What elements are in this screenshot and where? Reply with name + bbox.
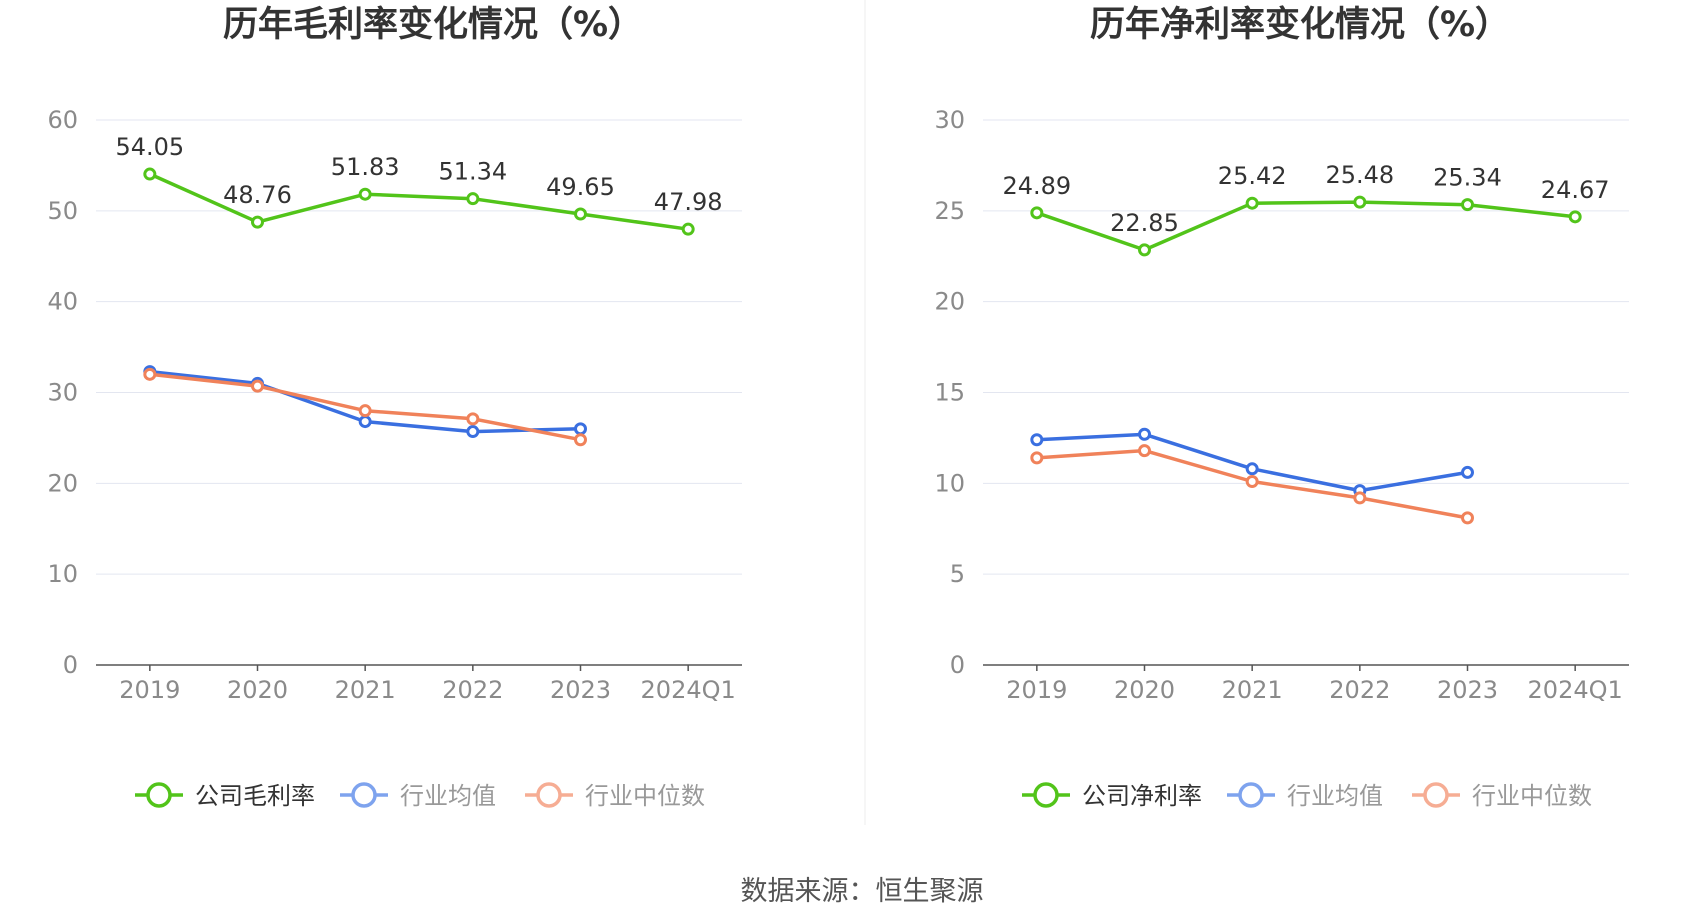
series-line <box>1036 200 1576 252</box>
data-point <box>1138 427 1151 441</box>
legend-item[interactable]: 公司净利率 <box>1022 782 1202 810</box>
data-point <box>251 215 264 229</box>
net-margin-chart: 历年净利率变化情况（%） 0 5 10 15 20 25 30 2019 2020 2021 202… <box>934 5 1629 810</box>
x-tick-label: 2024Q1 <box>641 676 736 704</box>
legend-item[interactable]: 行业中位数 <box>525 782 705 810</box>
data-label: 24.89 <box>1002 172 1071 200</box>
x-tick-label: 2019 <box>119 676 180 704</box>
legend-label: 公司净利率 <box>1082 782 1202 810</box>
gross-margin-chart: 历年毛利率变化情况（%） 0 10 20 30 40 50 60 2019 2020 2021 20… <box>47 5 742 810</box>
data-point <box>1568 210 1582 224</box>
data-point <box>1245 196 1259 210</box>
data-point <box>1461 198 1474 212</box>
y-tick-label: 10 <box>934 469 965 497</box>
y-tick-label: 0 <box>63 651 78 679</box>
x-tick-label: 2019 <box>1006 676 1067 704</box>
data-point <box>1030 433 1044 447</box>
y-tick-label: 20 <box>934 288 965 316</box>
data-point <box>358 404 372 418</box>
legend-item[interactable]: 行业中位数 <box>1412 782 1592 810</box>
legend-marker <box>351 782 377 808</box>
legend-label: 公司毛利率 <box>195 782 315 810</box>
data-point <box>1461 511 1474 525</box>
legend-label: 行业中位数 <box>1472 782 1592 810</box>
data-label: 51.83 <box>331 153 400 181</box>
source-note: 数据来源：恒生聚源 <box>741 876 984 907</box>
legend-item[interactable]: 行业均值 <box>1227 782 1383 810</box>
legend-label: 行业均值 <box>1287 782 1383 810</box>
data-point <box>466 425 480 439</box>
data-point <box>574 422 587 436</box>
y-tick-label: 30 <box>47 379 78 407</box>
data-point <box>1138 243 1151 257</box>
legend-marker <box>1423 782 1449 808</box>
data-point <box>1030 206 1044 220</box>
series-line <box>149 172 689 231</box>
x-tick-label: 2024Q1 <box>1528 676 1623 704</box>
data-label: 47.98 <box>654 188 723 216</box>
y-tick-label: 0 <box>950 651 965 679</box>
x-tick-label: 2023 <box>550 676 611 704</box>
data-point <box>1245 462 1259 476</box>
data-point <box>1461 465 1474 479</box>
x-tick-label: 2023 <box>1437 676 1498 704</box>
x-tick-label: 2020 <box>1114 676 1175 704</box>
data-point <box>1353 195 1367 209</box>
data-point <box>466 192 480 206</box>
data-point <box>1138 444 1151 458</box>
x-tick-label: 2020 <box>227 676 288 704</box>
data-label: 25.34 <box>1433 164 1502 192</box>
legend-marker <box>1033 782 1059 808</box>
y-tick-label: 60 <box>47 106 78 134</box>
legend-item[interactable]: 公司毛利率 <box>135 782 315 810</box>
data-point <box>1353 491 1367 505</box>
y-tick-label: 50 <box>47 197 78 225</box>
y-tick-label: 10 <box>47 560 78 588</box>
y-tick-label: 30 <box>934 106 965 134</box>
data-label: 48.76 <box>223 181 292 209</box>
data-point <box>358 187 372 201</box>
data-point <box>574 207 587 221</box>
data-label: 49.65 <box>546 173 615 201</box>
y-tick-label: 20 <box>47 469 78 497</box>
legend-marker <box>146 782 172 808</box>
data-point <box>681 222 695 236</box>
data-point <box>574 433 587 447</box>
data-point <box>358 415 372 429</box>
y-tick-label: 15 <box>934 379 965 407</box>
y-tick-label: 5 <box>950 560 965 588</box>
chart-title: 历年毛利率变化情况（%） <box>223 5 643 45</box>
data-label: 25.42 <box>1218 162 1287 190</box>
x-tick-label: 2022 <box>442 676 503 704</box>
data-point <box>143 167 157 181</box>
y-tick-label: 25 <box>934 197 965 225</box>
legend-label: 行业中位数 <box>585 782 705 810</box>
data-label: 54.05 <box>115 133 184 161</box>
x-tick-label: 2021 <box>1222 676 1283 704</box>
data-label: 22.85 <box>1110 209 1179 237</box>
legend-marker <box>1238 782 1264 808</box>
data-label: 25.48 <box>1325 161 1394 189</box>
legend-marker <box>536 782 562 808</box>
data-point <box>1030 451 1044 465</box>
legend-label: 行业均值 <box>400 782 496 810</box>
data-point <box>143 367 157 381</box>
data-point <box>251 379 264 393</box>
x-tick-label: 2021 <box>335 676 396 704</box>
data-label: 24.67 <box>1541 176 1610 204</box>
y-tick-label: 40 <box>47 288 78 316</box>
data-label: 51.34 <box>438 158 507 186</box>
data-point <box>1245 475 1259 489</box>
chart-title: 历年净利率变化情况（%） <box>1090 5 1510 45</box>
data-point <box>466 412 480 426</box>
legend-item[interactable]: 行业均值 <box>340 782 496 810</box>
x-tick-label: 2022 <box>1329 676 1390 704</box>
